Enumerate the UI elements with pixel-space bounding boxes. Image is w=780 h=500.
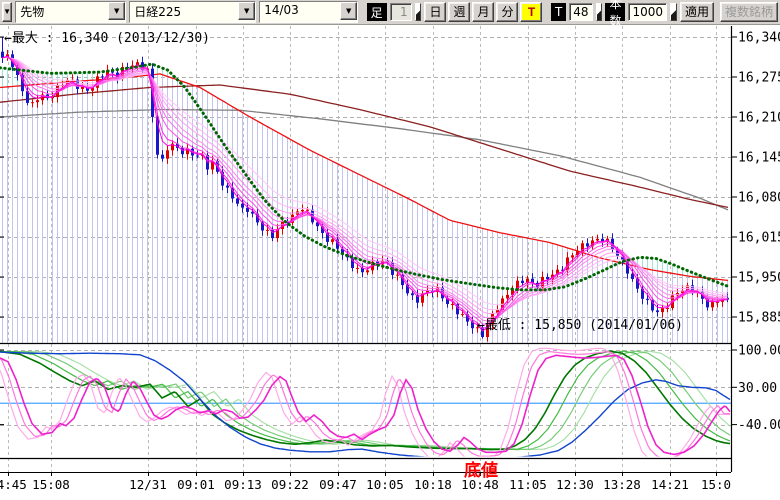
svg-text:09:13: 09:13	[224, 477, 262, 492]
spinner-icon[interactable]	[670, 3, 677, 21]
svg-text:16,340: 16,340	[738, 31, 780, 46]
svg-text:10:05: 10:05	[366, 477, 404, 492]
svg-text:30.00: 30.00	[738, 381, 777, 396]
bar-count-input[interactable]: 1000	[628, 3, 668, 21]
svg-text:15,950: 15,950	[738, 271, 780, 286]
green-dotted-ma	[0, 62, 730, 292]
svg-text:09:47: 09:47	[319, 477, 357, 492]
svg-text:09:22: 09:22	[271, 477, 309, 492]
svg-text:15:0: 15:0	[701, 477, 731, 492]
chevron-down-icon[interactable]: ▼	[238, 2, 256, 20]
svg-text:-40.00: -40.00	[738, 418, 780, 433]
svg-text:16,015: 16,015	[738, 231, 780, 246]
below-ma-fill	[0, 73, 731, 344]
chevron-down-icon[interactable]: ▼	[108, 2, 126, 20]
svg-text:10:48: 10:48	[461, 477, 499, 492]
ma-ribbon-layer	[2, 55, 728, 332]
chevron-down-icon[interactable]: ▼	[340, 2, 358, 20]
chart-menu-dropdown-button[interactable]: ▼	[2, 2, 13, 22]
period-button-day[interactable]: 日	[424, 2, 447, 22]
svg-text:15,885: 15,885	[738, 311, 780, 326]
spinner-icon[interactable]	[595, 3, 603, 21]
svg-text:12/31: 12/31	[129, 477, 167, 492]
svg-text:10:18: 10:18	[414, 477, 452, 492]
gray-ma	[0, 108, 729, 211]
svg-text:100.00: 100.00	[738, 344, 780, 359]
bar-interval-input[interactable]: 1	[389, 3, 412, 21]
svg-text:16,145: 16,145	[738, 151, 780, 166]
contract-month-combobox[interactable]: 14/03 ▼	[259, 1, 359, 23]
min-price-annotation: ←最低 : 15,850 (2014/01/06)	[477, 318, 683, 333]
bottom-price-annotation: 底値	[464, 460, 498, 481]
candles-layer	[1, 37, 729, 342]
bar-type-label: 足	[366, 3, 387, 21]
svg-text:11:05: 11:05	[509, 477, 547, 492]
svg-text:14:45: 14:45	[0, 477, 27, 492]
svg-text:16,275: 16,275	[738, 71, 780, 86]
maroon-ma	[0, 84, 729, 209]
tick-size-input[interactable]: 48	[569, 3, 593, 21]
period-button-minute[interactable]: 分	[496, 2, 519, 22]
period-button-tick[interactable]: T	[520, 2, 543, 22]
spinner-icon[interactable]	[414, 3, 422, 21]
symbol-value: 日経225	[130, 2, 239, 22]
svg-text:15:08: 15:08	[32, 477, 70, 492]
svg-text:16,080: 16,080	[738, 191, 780, 206]
instrument-type-combobox[interactable]: 先物 ▼	[15, 1, 127, 23]
max-price-annotation: ←最大 : 16,340 (2013/12/30)	[4, 31, 210, 46]
symbol-combobox[interactable]: 日経225 ▼	[129, 1, 257, 23]
oscillator-layer	[0, 347, 731, 457]
svg-text:16,210: 16,210	[738, 111, 780, 126]
period-button-week[interactable]: 週	[448, 2, 471, 22]
instrument-type-value: 先物	[16, 2, 109, 22]
multi-symbol-button: 複数銘柄	[719, 2, 778, 22]
period-button-month[interactable]: 月	[472, 2, 495, 22]
ma-spread-fill	[621, 257, 704, 278]
bar-count-label: 本数	[605, 0, 626, 28]
tick-size-label: T	[550, 3, 567, 21]
svg-text:09:01: 09:01	[177, 477, 215, 492]
svg-text:14:21: 14:21	[651, 477, 689, 492]
svg-text:12:30: 12:30	[556, 477, 594, 492]
contract-month-value: 14/03	[260, 2, 341, 22]
annotations-layer: ←最大 : 16,340 (2013/12/30) ←最低 : 15,850 (2…	[4, 31, 683, 481]
apply-button[interactable]: 適用	[679, 2, 714, 22]
axes-layer: 16,340 16,275 16,210 16,145 16,080 16,015 15,9…	[0, 26, 780, 492]
svg-text:13:28: 13:28	[603, 477, 641, 492]
